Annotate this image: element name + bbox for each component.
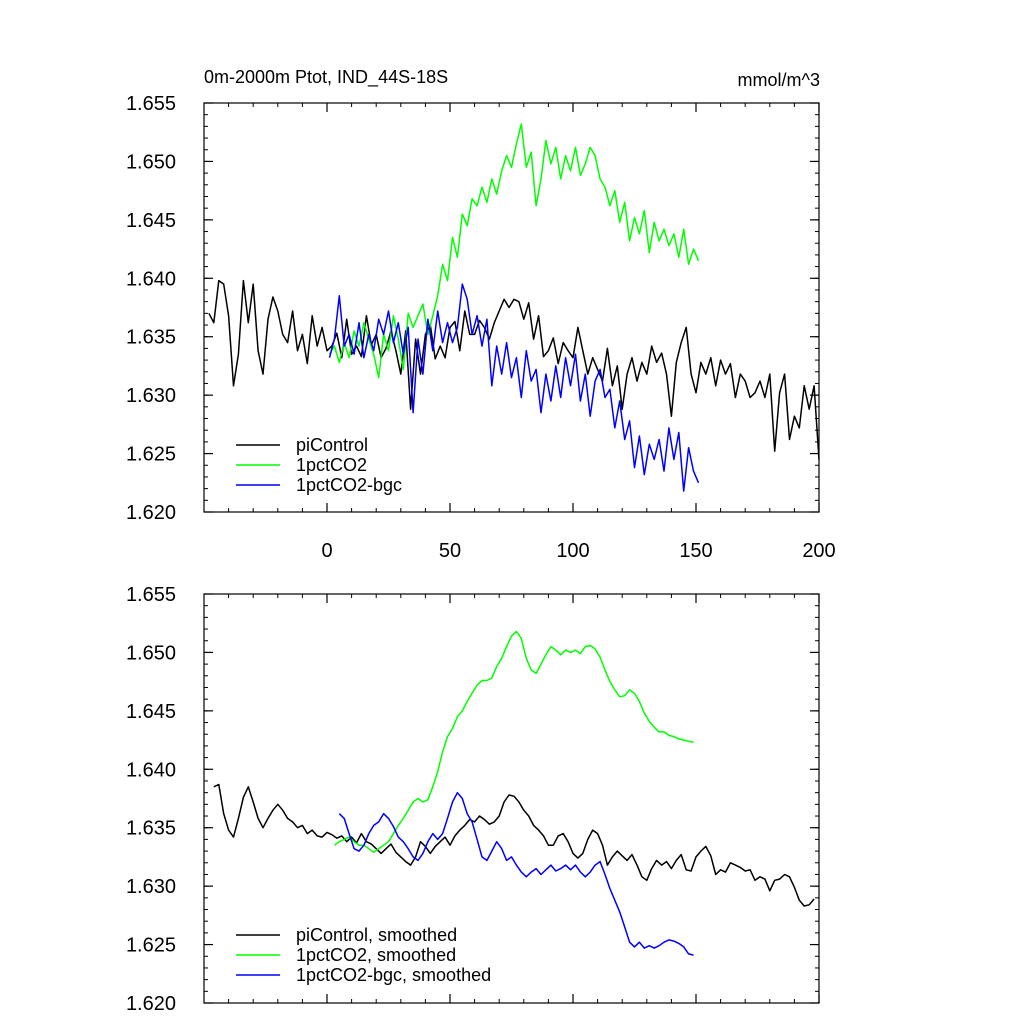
series-line-1pctco2-bgc <box>328 283 700 492</box>
y-tick-label: 1.645 <box>126 210 176 232</box>
bottom-panel-y-tick-labels: 1.620 1.625 1.630 1.635 1.640 1.645 1.650 1.655 <box>126 584 176 1015</box>
y-tick-label: 1.635 <box>126 818 176 840</box>
series-line-1pctco2-smoothed <box>333 630 694 854</box>
top-panel: 0m-2000m Ptot, IND_44S-18S mmol/m^3 0 50 1… <box>126 67 836 562</box>
bottom-panel: 1.620 1.625 1.630 1.635 1.640 1.645 1.650 1.655… <box>126 584 820 1015</box>
legend-label: 1pctCO2 <box>296 455 367 475</box>
x-tick-label: 50 <box>439 540 461 562</box>
y-tick-label: 1.630 <box>126 385 176 407</box>
series-line-1pctco2 <box>328 123 700 379</box>
y-tick-label: 1.650 <box>126 151 176 173</box>
y-tick-label: 1.630 <box>126 876 176 898</box>
y-tick-label: 1.655 <box>126 584 176 606</box>
top-panel-frame <box>203 102 820 513</box>
top-panel-y-tick-labels: 1.620 1.625 1.630 1.635 1.640 1.645 1.650 1.655 <box>126 93 176 524</box>
y-tick-label: 1.625 <box>126 444 176 466</box>
y-tick-label: 1.645 <box>126 701 176 723</box>
series-line-picontrol-smoothed <box>213 783 815 907</box>
y-tick-label: 1.650 <box>126 642 176 664</box>
x-tick-label: 150 <box>679 540 712 562</box>
x-tick-label: 0 <box>321 540 332 562</box>
y-tick-label: 1.620 <box>126 993 176 1015</box>
x-tick-label: 100 <box>556 540 589 562</box>
bottom-panel-frame <box>203 593 820 1004</box>
y-tick-label: 1.625 <box>126 935 176 957</box>
top-panel-units: mmol/m^3 <box>738 70 820 90</box>
series-line-1pctco2-bgc-smoothed <box>338 791 694 956</box>
bottom-panel-ticks <box>204 593 820 1004</box>
top-panel-title: 0m-2000m Ptot, IND_44S-18S <box>204 67 448 88</box>
y-tick-label: 1.640 <box>126 268 176 290</box>
bottom-panel-series <box>213 630 815 956</box>
y-tick-label: 1.640 <box>126 759 176 781</box>
legend-label: piControl <box>296 435 368 455</box>
x-tick-label: 200 <box>802 540 835 562</box>
y-tick-label: 1.620 <box>126 502 176 524</box>
series-line-picontrol <box>208 279 820 460</box>
top-panel-x-tick-labels: 0 50 100 150 200 <box>321 540 835 562</box>
y-tick-label: 1.635 <box>126 327 176 349</box>
legend-label: 1pctCO2, smoothed <box>296 945 456 965</box>
legend-label: 1pctCO2-bgc <box>296 475 402 495</box>
top-panel-ticks <box>204 102 820 513</box>
top-panel-series <box>208 123 820 492</box>
legend-label: piControl, smoothed <box>296 925 457 945</box>
legend-label: 1pctCO2-bgc, smoothed <box>296 965 491 985</box>
y-tick-label: 1.655 <box>126 93 176 115</box>
